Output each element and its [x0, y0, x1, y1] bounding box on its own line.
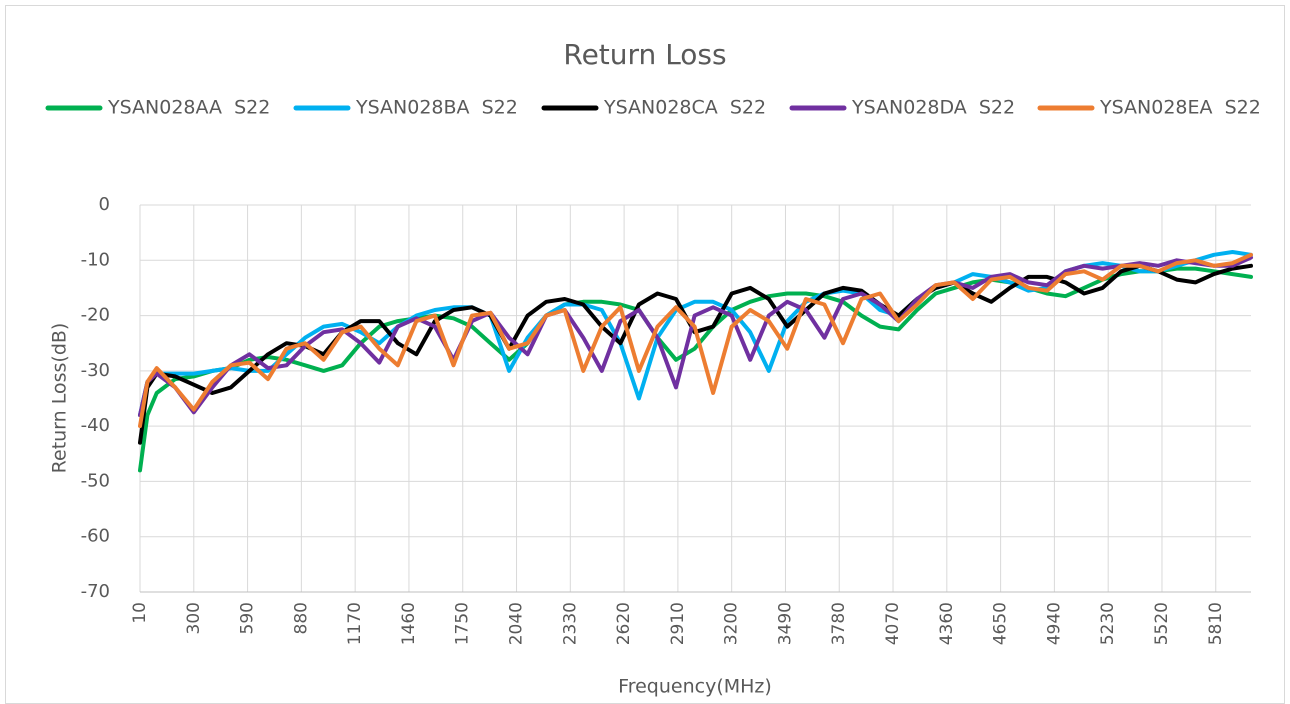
y-tick-label: -60 [81, 526, 110, 547]
x-tick-label: 5520 [1152, 602, 1172, 645]
x-tick-label: 5810 [1206, 602, 1226, 645]
x-tick-label: 2910 [668, 602, 688, 645]
x-tick-label: 4650 [991, 602, 1011, 645]
x-axis-title: Frequency(MHz) [618, 676, 772, 698]
x-tick-label: 3490 [775, 602, 795, 645]
legend-label: YSAN028CA S22 [603, 97, 766, 119]
x-tick-label: 1170 [345, 602, 365, 645]
series-line [138, 252, 1253, 429]
x-tick-label: 5230 [1098, 602, 1118, 645]
y-tick-label: -10 [81, 249, 110, 270]
y-axis-title: Return Loss(dB) [49, 323, 71, 474]
y-tick-label: -30 [81, 360, 110, 381]
legend-label: YSAN028EA S22 [1099, 97, 1261, 119]
x-tick-label: 4070 [883, 602, 903, 645]
y-tick-label: -40 [81, 415, 110, 436]
x-tick-label: 10 [130, 602, 150, 624]
x-tick-label: 4940 [1044, 602, 1064, 645]
x-tick-label: 300 [184, 602, 204, 634]
y-tick-label: -50 [81, 470, 110, 491]
legend-label: YSAN028DA S22 [851, 97, 1015, 119]
x-tick-label: 1460 [399, 602, 419, 645]
x-tick-label: 3780 [829, 602, 849, 645]
legend-label: YSAN028AA S22 [107, 97, 270, 119]
chart-title: Return Loss [563, 38, 726, 71]
x-tick-label: 4360 [937, 602, 957, 645]
x-tick-label: 2330 [560, 602, 580, 645]
y-tick-label: -70 [81, 581, 110, 602]
x-tick-label: 1750 [453, 602, 473, 645]
x-tick-label: 590 [238, 602, 258, 634]
x-tick-label: 3200 [722, 602, 742, 645]
legend-label: YSAN028BA S22 [355, 97, 518, 119]
x-tick-label: 2040 [507, 602, 527, 645]
y-tick-label: 0 [99, 194, 110, 215]
x-tick-label: 2620 [614, 602, 634, 645]
y-tick-label: -20 [81, 305, 110, 326]
x-tick-label: 880 [291, 602, 311, 634]
